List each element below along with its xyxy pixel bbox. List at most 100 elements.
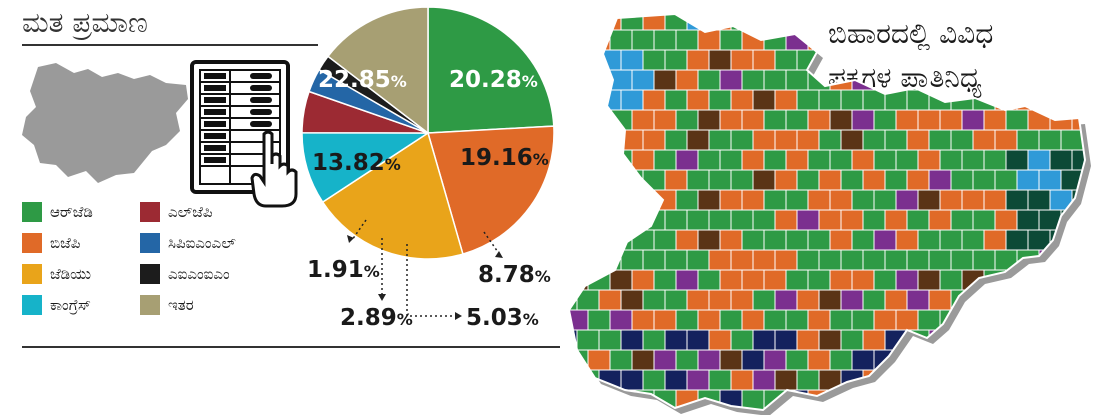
constituency-cell bbox=[620, 289, 644, 311]
constituency-cell bbox=[818, 409, 842, 410]
constituency-cell bbox=[884, 249, 908, 271]
constituency-cell bbox=[730, 169, 754, 191]
constituency-cell bbox=[818, 289, 842, 311]
slice-label-jdu: 19.16% bbox=[460, 145, 549, 171]
constituency-cell bbox=[785, 109, 809, 131]
constituency-cell bbox=[1082, 409, 1085, 410]
constituency-cell bbox=[785, 69, 809, 91]
constituency-cell bbox=[741, 269, 765, 291]
constituency-cell bbox=[961, 189, 985, 211]
constituency-cell bbox=[620, 329, 644, 351]
constituency-cell bbox=[950, 14, 974, 31]
constituency-cell bbox=[895, 69, 919, 91]
constituency-cell bbox=[983, 69, 1007, 91]
constituency-cell bbox=[719, 109, 743, 131]
constituency-cell bbox=[697, 269, 721, 291]
constituency-cell bbox=[642, 129, 666, 151]
constituency-cell bbox=[598, 169, 622, 191]
constituency-cell bbox=[774, 209, 798, 231]
constituency-cell bbox=[752, 89, 776, 111]
constituency-cell bbox=[576, 369, 600, 391]
constituency-cell bbox=[675, 229, 699, 251]
constituency-cell bbox=[884, 169, 908, 191]
constituency-cell bbox=[653, 109, 677, 131]
constituency-cell bbox=[1038, 369, 1062, 391]
constituency-cell bbox=[620, 49, 644, 71]
constituency-cell bbox=[569, 349, 589, 371]
constituency-cell bbox=[631, 29, 655, 51]
constituency-cell bbox=[818, 249, 842, 271]
constituency-cell bbox=[620, 249, 644, 271]
constituency-cell bbox=[763, 189, 787, 211]
constituency-cell bbox=[609, 309, 633, 331]
constituency-cell bbox=[917, 29, 941, 51]
constituency-cell bbox=[774, 249, 798, 271]
constituency-cell bbox=[631, 69, 655, 91]
constituency-cell bbox=[609, 189, 633, 211]
leader-lines bbox=[347, 219, 503, 320]
slice-label-aimim: 1.91% bbox=[307, 257, 380, 283]
constituency-cell bbox=[569, 69, 589, 91]
legend-label: ಇತರ bbox=[168, 296, 194, 314]
constituency-cell bbox=[917, 69, 941, 91]
constituency-cell bbox=[829, 349, 853, 371]
constituency-cell bbox=[785, 269, 809, 291]
constituency-cell bbox=[569, 209, 578, 231]
constituency-cell bbox=[939, 349, 963, 371]
constituency-cell bbox=[796, 209, 820, 231]
constituency-cell bbox=[873, 269, 897, 291]
constituency-cell bbox=[906, 129, 930, 151]
constituency-cell bbox=[928, 169, 952, 191]
constituency-cell bbox=[675, 309, 699, 331]
constituency-cell bbox=[840, 14, 864, 31]
constituency-cell bbox=[708, 369, 732, 391]
constituency-cell bbox=[906, 169, 930, 191]
constituency-cell bbox=[884, 289, 908, 311]
constituency-cell bbox=[851, 149, 875, 171]
constituency-cell bbox=[741, 349, 765, 371]
constituency-cell bbox=[884, 129, 908, 151]
constituency-cell bbox=[752, 249, 776, 271]
constituency-cell bbox=[763, 109, 787, 131]
constituency-cell bbox=[851, 189, 875, 211]
constituency-cell bbox=[555, 70, 566, 90]
constituency-cell bbox=[686, 209, 710, 231]
constituency-cell bbox=[741, 69, 765, 91]
constituency-cell bbox=[994, 289, 1018, 311]
legend-swatch bbox=[140, 264, 160, 284]
constituency-cell bbox=[598, 14, 622, 31]
legend-swatch bbox=[22, 295, 42, 315]
constituency-cell bbox=[730, 129, 754, 151]
constituency-cell bbox=[928, 209, 952, 231]
constituency-cell bbox=[829, 269, 853, 291]
constituency-cell bbox=[1027, 349, 1051, 371]
constituency-cell bbox=[1071, 229, 1085, 251]
constituency-cell bbox=[895, 29, 919, 51]
constituency-cell bbox=[785, 149, 809, 171]
constituency-cell bbox=[906, 49, 930, 71]
constituency-cell bbox=[961, 389, 985, 410]
constituency-cell bbox=[950, 249, 974, 271]
constituency-cell bbox=[928, 249, 952, 271]
constituency-cell bbox=[598, 249, 622, 271]
constituency-cell bbox=[569, 89, 578, 111]
constituency-cell bbox=[983, 389, 1007, 410]
constituency-cell bbox=[774, 169, 798, 191]
constituency-cell bbox=[983, 109, 1007, 131]
constituency-cell bbox=[569, 14, 578, 31]
constituency-cell bbox=[928, 409, 952, 410]
constituency-cell bbox=[851, 349, 875, 371]
constituency-cell bbox=[972, 14, 996, 31]
constituency-cell bbox=[1038, 329, 1062, 351]
constituency-cell bbox=[752, 129, 776, 151]
constituency-cell bbox=[664, 169, 688, 191]
constituency-cell bbox=[1082, 369, 1085, 391]
legend-label: ಜೆಡಿಯು bbox=[50, 265, 91, 283]
constituency-cell bbox=[1071, 309, 1085, 331]
constituency-cell bbox=[1071, 29, 1085, 51]
constituency-cell bbox=[587, 189, 611, 211]
constituency-cell bbox=[642, 89, 666, 111]
legend-label: ಸಿಪಿಐಎಂಎಲ್ bbox=[168, 234, 236, 252]
constituency-cell bbox=[1005, 309, 1029, 331]
constituency-cell bbox=[752, 14, 776, 31]
